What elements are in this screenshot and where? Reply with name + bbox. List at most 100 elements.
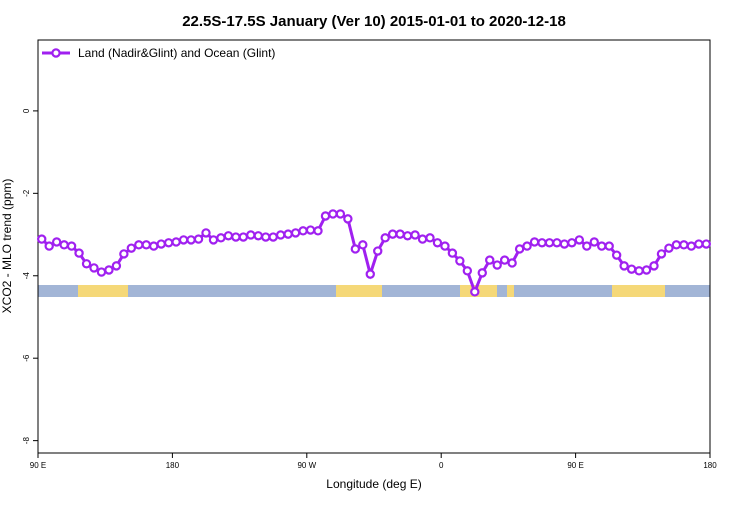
data-point xyxy=(492,260,502,270)
data-point xyxy=(208,235,219,245)
data-point xyxy=(231,232,241,242)
y-tick-label: -2 xyxy=(22,189,31,197)
data-point xyxy=(634,266,644,276)
data-point xyxy=(335,209,346,219)
chart-title: 22.5S-17.5S January (Ver 10) 2015-01-01 … xyxy=(182,13,566,30)
y-tick-label: -4 xyxy=(22,272,31,280)
data-point xyxy=(268,232,278,242)
data-point xyxy=(537,238,547,248)
data-point xyxy=(679,240,689,250)
data-point xyxy=(485,255,495,265)
data-point xyxy=(119,249,129,259)
data-point xyxy=(178,235,189,245)
data-point xyxy=(201,228,211,238)
data-point xyxy=(387,229,398,239)
data-point xyxy=(141,240,151,250)
data-point xyxy=(134,240,144,250)
data-point xyxy=(89,263,99,273)
data-point xyxy=(320,211,331,221)
data-point xyxy=(313,226,323,236)
data-point xyxy=(410,230,420,240)
x-tick-label: 90 W xyxy=(297,461,316,470)
data-point xyxy=(59,240,69,250)
y-tick-label: -6 xyxy=(22,354,31,362)
data-point xyxy=(298,226,308,236)
legend-marker xyxy=(51,48,61,58)
data-point xyxy=(223,231,234,241)
data-point xyxy=(462,266,473,276)
data-point xyxy=(619,261,629,271)
data-point xyxy=(574,235,585,245)
data-point xyxy=(567,238,577,248)
data-point xyxy=(111,261,122,271)
data-point xyxy=(305,225,316,235)
data-point xyxy=(417,234,428,244)
data-point xyxy=(104,265,114,275)
data-point xyxy=(552,238,562,248)
data-point xyxy=(447,248,458,258)
data-point xyxy=(358,240,368,250)
data-point xyxy=(402,231,413,241)
data-point xyxy=(664,243,674,253)
legend-label: Land (Nadir&Glint) and Ocean (Glint) xyxy=(78,46,275,60)
data-point xyxy=(589,237,599,247)
land-ocean-strip xyxy=(38,285,710,297)
land-patch xyxy=(336,285,382,297)
land-patch xyxy=(78,285,128,297)
data-point xyxy=(238,232,249,242)
data-point xyxy=(499,255,510,265)
data-point xyxy=(216,233,226,243)
data-point xyxy=(694,239,704,249)
data-point xyxy=(686,241,697,251)
data-point xyxy=(701,239,711,249)
data-point xyxy=(81,259,92,269)
data-point xyxy=(597,241,607,251)
data-point xyxy=(186,235,196,245)
data-point xyxy=(365,269,375,279)
data-point xyxy=(66,241,77,251)
data-point xyxy=(275,230,286,240)
data-point xyxy=(193,234,204,244)
data-point xyxy=(395,229,405,239)
data-point xyxy=(440,241,450,251)
data-point xyxy=(671,240,682,250)
data-point xyxy=(582,241,592,251)
data-point xyxy=(641,265,652,275)
data-point xyxy=(470,287,480,297)
data-point xyxy=(290,228,301,238)
data-point xyxy=(559,239,570,249)
data-point xyxy=(626,264,637,274)
data-point xyxy=(522,241,532,251)
data-point xyxy=(246,230,256,240)
data-point xyxy=(373,246,383,256)
data-point xyxy=(611,250,622,260)
data-point xyxy=(37,234,47,244)
y-tick-label: -8 xyxy=(22,437,31,445)
data-point xyxy=(171,237,181,247)
x-tick-label: 90 E xyxy=(567,461,583,470)
data-point xyxy=(149,241,159,251)
data-point xyxy=(380,233,390,243)
data-point xyxy=(507,258,517,268)
data-point xyxy=(604,241,614,251)
x-tick-label: 180 xyxy=(166,461,180,470)
land-patch xyxy=(612,285,665,297)
data-point xyxy=(261,232,271,242)
data-point xyxy=(649,261,659,271)
data-point xyxy=(477,268,487,278)
data-point xyxy=(455,256,465,266)
data-point xyxy=(343,214,353,224)
data-point xyxy=(283,229,293,239)
data-point xyxy=(514,244,525,254)
y-tick-label: 0 xyxy=(22,108,31,113)
data-point xyxy=(425,233,435,243)
x-tick-label: 0 xyxy=(439,461,444,470)
data-point xyxy=(253,231,263,241)
x-tick-label: 180 xyxy=(703,461,717,470)
land-patch xyxy=(507,285,514,297)
data-point xyxy=(432,238,443,248)
x-axis-label: Longitude (deg E) xyxy=(326,477,421,491)
data-point xyxy=(350,244,361,254)
data-point xyxy=(163,238,174,248)
